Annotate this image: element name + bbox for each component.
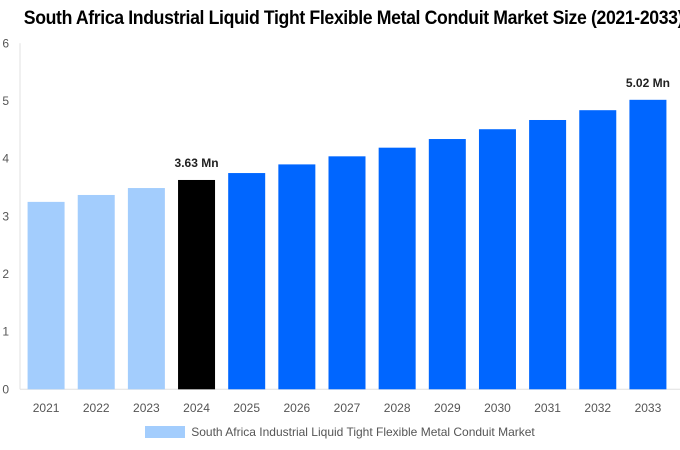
legend: South Africa Industrial Liquid Tight Fle… (0, 425, 680, 439)
x-tick-label: 2021 (33, 401, 60, 415)
bar-2024 (178, 179, 216, 390)
y-tick-label: 4 (2, 152, 9, 166)
x-tick-label: 2024 (183, 401, 210, 415)
data-label-2024: 3.63 Mn (175, 156, 219, 170)
bar-2033 (629, 99, 667, 390)
legend-label: South Africa Industrial Liquid Tight Fle… (191, 425, 535, 439)
x-tick-label: 2023 (133, 401, 160, 415)
bar-2022 (77, 194, 115, 390)
x-tick-label: 2025 (233, 401, 260, 415)
bar-2032 (579, 110, 617, 390)
x-tick-label: 2030 (484, 401, 511, 415)
y-tick-label: 0 (2, 382, 9, 396)
bar-2023 (127, 188, 165, 390)
bar-2031 (529, 119, 567, 390)
bar-2029 (428, 139, 466, 390)
y-tick-label: 6 (2, 36, 9, 50)
x-tick-label: 2029 (434, 401, 461, 415)
bar-2021 (27, 201, 65, 390)
chart-title: South Africa Industrial Liquid Tight Fle… (23, 8, 680, 29)
y-tick-label: 5 (2, 94, 9, 108)
x-tick-label: 2031 (534, 401, 561, 415)
x-tick-label: 2027 (334, 401, 361, 415)
y-tick-label: 1 (2, 325, 9, 339)
data-label-2033: 5.02 Mn (626, 76, 670, 90)
bar-2027 (328, 156, 366, 390)
x-tick-label: 2032 (584, 401, 611, 415)
legend-swatch (145, 426, 186, 438)
bar-2030 (478, 129, 516, 390)
x-tick-label: 2026 (283, 401, 310, 415)
x-tick-label: 2028 (384, 401, 411, 415)
y-tick-label: 3 (2, 209, 9, 223)
bar-2026 (278, 164, 316, 390)
y-tick-label: 2 (2, 267, 9, 281)
bar-2028 (378, 147, 416, 390)
x-tick-label: 2033 (635, 401, 662, 415)
x-tick-label: 2022 (83, 401, 110, 415)
bar-2025 (228, 173, 266, 390)
